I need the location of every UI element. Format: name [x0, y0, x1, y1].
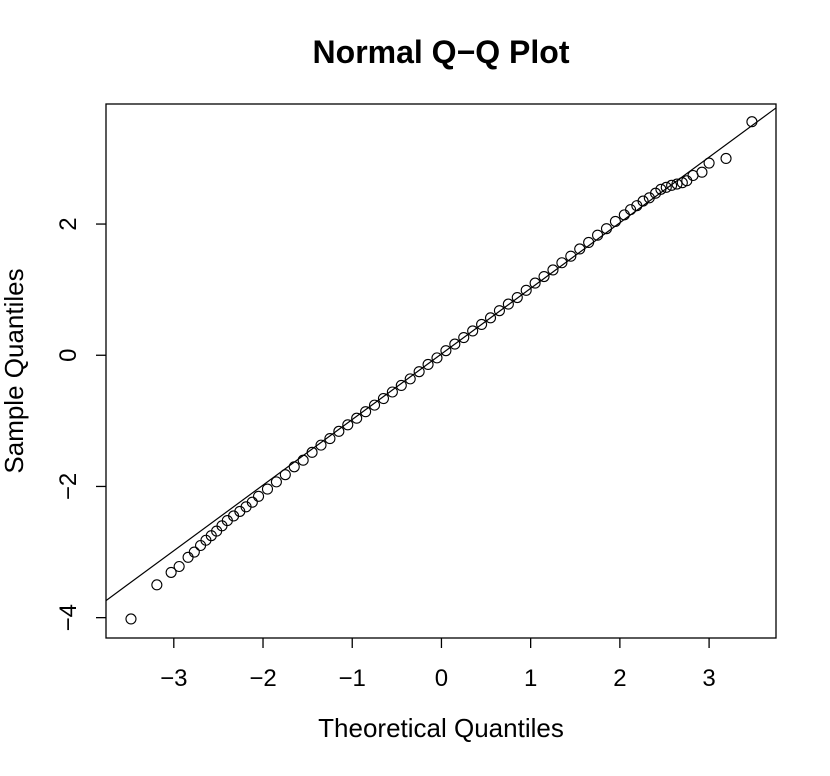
x-tick-label: −3	[160, 665, 187, 692]
point	[600, 223, 613, 235]
point	[696, 166, 708, 178]
x-tick-label: 3	[702, 665, 715, 692]
point	[270, 476, 282, 488]
point	[720, 152, 732, 164]
point	[746, 116, 758, 128]
point	[297, 454, 309, 466]
point	[556, 257, 568, 269]
point	[151, 579, 163, 591]
point	[324, 433, 336, 445]
point	[306, 446, 318, 458]
point	[279, 469, 291, 481]
point	[511, 291, 523, 304]
chart-title: Normal Q−Q Plot	[313, 34, 570, 70]
point	[253, 490, 265, 502]
point	[377, 393, 390, 405]
plot-frame	[105, 103, 777, 639]
point	[404, 373, 416, 385]
point	[592, 229, 604, 241]
point	[655, 183, 667, 195]
point	[188, 546, 200, 558]
point	[342, 419, 354, 431]
point	[671, 178, 683, 190]
point	[637, 195, 649, 207]
point	[288, 461, 300, 473]
x-tick-label: 0	[435, 665, 448, 692]
point	[368, 399, 381, 411]
y-axis-label: Sample Quantiles	[0, 268, 29, 473]
point	[449, 338, 461, 350]
point	[529, 277, 541, 289]
point	[493, 305, 505, 317]
point	[125, 613, 137, 625]
point	[261, 483, 274, 495]
x-tick-label: 1	[524, 665, 537, 692]
x-tick-label: −1	[339, 665, 366, 692]
x-tick-label: 2	[613, 665, 626, 692]
y-tick-label: −4	[55, 604, 82, 631]
y-tick-label: 2	[55, 217, 82, 230]
point	[547, 264, 559, 276]
point	[609, 215, 621, 227]
point	[165, 566, 177, 578]
point	[458, 331, 470, 344]
point	[574, 243, 586, 255]
point	[351, 412, 363, 424]
point	[360, 406, 372, 418]
y-tick-label: 0	[55, 349, 82, 362]
point	[386, 386, 398, 398]
x-tick-label: −2	[249, 665, 276, 692]
point	[431, 352, 443, 364]
point	[538, 270, 550, 283]
point	[660, 181, 672, 193]
point	[333, 425, 345, 437]
point	[440, 345, 452, 357]
point	[625, 204, 637, 216]
point	[216, 520, 228, 532]
point	[583, 236, 595, 248]
point	[565, 250, 577, 262]
y-tick-label: −2	[55, 473, 82, 500]
point	[467, 325, 479, 337]
point	[246, 496, 258, 508]
point	[195, 539, 207, 552]
x-axis-label: Theoretical Quantiles	[318, 713, 564, 743]
point	[484, 312, 497, 324]
point	[520, 284, 532, 296]
point	[618, 209, 630, 221]
point	[703, 157, 715, 169]
point	[422, 358, 434, 370]
point	[476, 318, 488, 330]
point	[502, 298, 514, 310]
point	[173, 560, 185, 573]
point	[666, 179, 678, 191]
point	[395, 379, 407, 391]
point	[315, 439, 327, 451]
point	[182, 551, 194, 563]
point	[413, 366, 425, 378]
